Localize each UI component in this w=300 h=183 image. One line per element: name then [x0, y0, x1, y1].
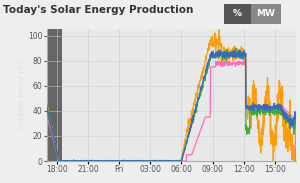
Bar [46, 29, 62, 161]
Y-axis label: Capacity Factor (%): Capacity Factor (%) [19, 61, 25, 129]
Text: Today's Solar Energy Production: Today's Solar Energy Production [3, 5, 194, 16]
Text: MW: MW [256, 9, 275, 18]
Text: %: % [232, 9, 242, 18]
